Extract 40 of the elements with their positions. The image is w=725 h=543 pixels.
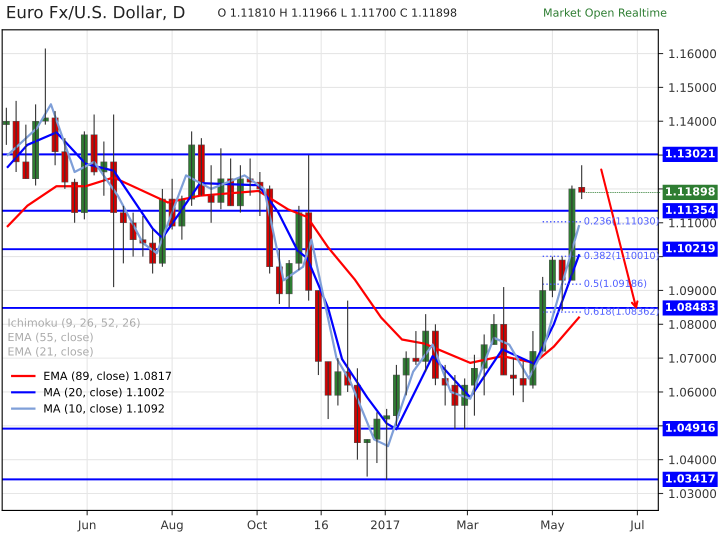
y-tick-label: 1.04000	[669, 455, 716, 464]
y-tick-label: 1.11000	[669, 218, 716, 228]
ref-line-label: 1.13021	[666, 149, 715, 158]
ref-line-label: 1.03417	[666, 474, 715, 483]
y-tick-label: 1.09000	[669, 286, 716, 296]
y-tick-label: 1.08000	[669, 320, 716, 329]
text: O 1.11810 H 1.11966 L 1.11700 C 1.11898	[218, 8, 456, 17]
chart-title: Euro Fx/U.S. Dollar, D	[7, 6, 184, 20]
x-tick-label: Aug	[160, 520, 183, 532]
ref-line-label: 1.04916	[666, 423, 715, 432]
y-tick-label: 1.14000	[669, 116, 716, 126]
legend-label: EMA (89, close) 1.0817	[44, 371, 171, 382]
annotation: EMA (55, close)	[8, 332, 93, 343]
annotation: Ichimoku (9, 26, 52, 26)	[8, 318, 140, 328]
ref-line-label: 1.10219	[666, 244, 715, 252]
legend-label: MA (10, close) 1.1092	[44, 404, 164, 414]
annotation: 1.11898	[666, 187, 715, 196]
y-tick-label: 1.03000	[669, 489, 716, 498]
ref-line-label: 1.08483	[666, 302, 715, 312]
y-tick-label: 1.06000	[669, 388, 716, 397]
ref-line-label: 1.11354	[666, 206, 715, 214]
x-tick-label: Jun	[77, 520, 96, 532]
candlestick	[510, 358, 517, 396]
line-series	[6, 176, 580, 364]
annotation: EMA (21, close)	[8, 347, 93, 357]
text: Market Open Realtime	[544, 8, 666, 19]
x-tick-label: 2017	[371, 520, 400, 530]
y-tick-label: 1.15000	[669, 83, 716, 92]
x-tick-label: Oct	[248, 520, 268, 530]
candlestick	[364, 438, 371, 478]
x-tick-label: May	[541, 520, 564, 532]
y-tick-label: 1.16000	[669, 49, 716, 58]
candlestick	[412, 330, 420, 366]
legend-label: MA (20, close) 1.1002	[44, 388, 164, 398]
y-tick-label: 1.07000	[669, 354, 716, 363]
candlestick	[520, 360, 527, 403]
candlestick	[2, 107, 10, 146]
x-tick-label: Jul	[630, 520, 644, 532]
x-tick-label: 16	[314, 520, 328, 530]
x-tick-label: Mar	[457, 520, 479, 530]
